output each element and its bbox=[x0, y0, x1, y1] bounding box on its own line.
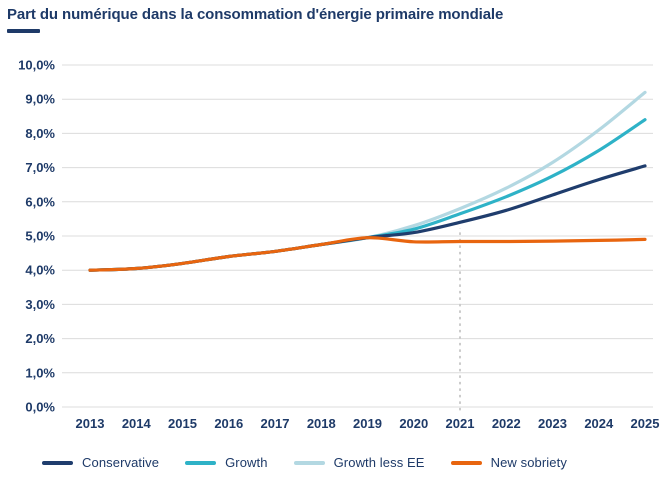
legend-swatch-growth-less-ee bbox=[293, 460, 325, 465]
line-chart: 0,0% 1,0% 2,0% 3,0% 4,0% 5,0% 6,0% 7,0% 8,0% 9,0%… bbox=[18, 58, 660, 432]
chart-legend: Conservative Growth Growth less EE New sobr… bbox=[42, 455, 567, 470]
chart-header: Part du numérique dans la consommation d… bbox=[7, 6, 503, 33]
chart-title: Part du numérique dans la consommation d… bbox=[7, 6, 504, 23]
x-tick-label: 2014 bbox=[122, 416, 152, 431]
legend-swatch-conservative bbox=[42, 460, 73, 465]
legend-item-new-sobriety: New sobriety bbox=[450, 455, 567, 470]
legend-swatch-growth bbox=[185, 460, 217, 465]
y-axis-labels: 0,0% 1,0% 2,0% 3,0% 4,0% 5,0% 6,0% 7,0% 8,0% 9,0%… bbox=[18, 58, 55, 415]
x-tick-label: 2018 bbox=[307, 416, 336, 431]
y-tick-label: 7,0% bbox=[25, 160, 55, 175]
series-line-conservative bbox=[88, 164, 647, 272]
series-line-new-sobriety bbox=[88, 236, 647, 272]
x-tick-label: 2022 bbox=[492, 416, 521, 431]
x-tick-label: 2017 bbox=[261, 416, 290, 431]
y-tick-label: 0,0% bbox=[25, 400, 55, 415]
x-tick-label: 2024 bbox=[584, 416, 614, 431]
y-tick-label: 9,0% bbox=[25, 92, 55, 107]
x-tick-label: 2025 bbox=[631, 416, 660, 431]
legend-item-growth: Growth bbox=[185, 455, 268, 470]
y-tick-label: 4,0% bbox=[25, 263, 55, 278]
x-tick-label: 2021 bbox=[446, 416, 475, 431]
x-axis-labels: 2013 2014 2015 2016 2017 2018 2019 2020 2021 2022… bbox=[76, 416, 660, 431]
x-tick-label: 2023 bbox=[538, 416, 567, 431]
title-underline bbox=[7, 29, 40, 33]
legend-label-growth: Growth bbox=[225, 455, 268, 470]
series-line-growth bbox=[88, 118, 647, 272]
series-line-growth-less-ee bbox=[88, 90, 647, 272]
y-tick-label: 2,0% bbox=[25, 331, 55, 346]
legend-item-growth-less-ee: Growth less EE bbox=[293, 455, 425, 470]
x-tick-label: 2015 bbox=[168, 416, 197, 431]
legend-label-growth-less-ee: Growth less EE bbox=[333, 455, 425, 470]
y-tick-label: 5,0% bbox=[25, 229, 55, 244]
x-tick-label: 2020 bbox=[399, 416, 428, 431]
legend-label-new-sobriety: New sobriety bbox=[490, 455, 567, 470]
y-tick-label: 3,0% bbox=[25, 297, 55, 312]
legend-item-conservative: Conservative bbox=[42, 455, 159, 470]
x-tick-label: 2016 bbox=[214, 416, 243, 431]
y-tick-label: 10,0% bbox=[18, 58, 55, 73]
y-tick-label: 8,0% bbox=[25, 126, 55, 141]
gridlines bbox=[62, 64, 653, 408]
y-tick-label: 6,0% bbox=[25, 194, 55, 209]
legend-swatch-new-sobriety bbox=[450, 460, 482, 465]
x-tick-label: 2019 bbox=[353, 416, 382, 431]
x-tick-label: 2013 bbox=[76, 416, 105, 431]
legend-label-conservative: Conservative bbox=[82, 455, 160, 470]
y-tick-label: 1,0% bbox=[25, 365, 55, 380]
